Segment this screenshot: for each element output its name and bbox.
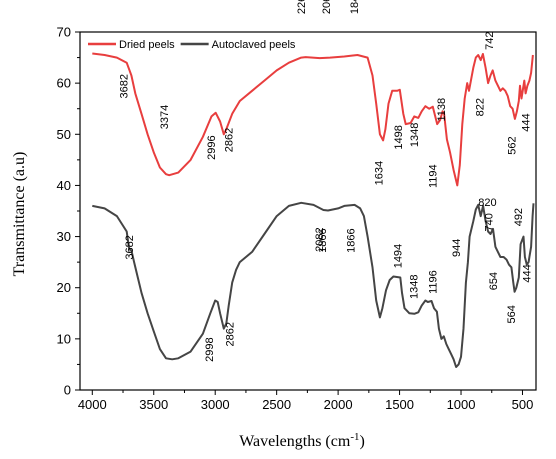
peak-label: 654 bbox=[488, 272, 500, 290]
legend: Dried peels Autoclaved peels bbox=[88, 39, 296, 51]
peak-label: 2264 bbox=[296, 0, 308, 14]
x-axis-title-superscript: -1 bbox=[350, 431, 359, 443]
peak-label: 562 bbox=[507, 136, 519, 154]
y-tick-label: 30 bbox=[57, 229, 71, 244]
peak-label: 2066 bbox=[321, 0, 333, 14]
x-tick-label: 2500 bbox=[262, 397, 291, 412]
peak-label: 492 bbox=[513, 208, 525, 226]
peak-label: 1866 bbox=[317, 228, 329, 252]
peak-label: 1138 bbox=[436, 98, 448, 122]
peak-label: 2082 bbox=[314, 227, 326, 251]
peak-label: 1196 bbox=[427, 270, 439, 294]
x-tick-label: 3500 bbox=[139, 397, 168, 412]
peak-annotations: 3682 3374 2996 2862 2264 2066 1842 1634 1498 1348… bbox=[118, 0, 533, 362]
peak-label: 1348 bbox=[409, 275, 421, 299]
peak-label: 1194 bbox=[428, 164, 440, 188]
x-tick-label: 500 bbox=[512, 397, 534, 412]
series-line-1 bbox=[92, 52, 534, 187]
peak-label: 1842 bbox=[349, 0, 361, 14]
legend-label-1: Dried peels bbox=[119, 39, 175, 51]
series-line-2 bbox=[92, 201, 535, 368]
peak-label: 3682 bbox=[118, 74, 130, 98]
peak-label: 444 bbox=[522, 264, 534, 282]
plot-area bbox=[79, 31, 537, 391]
y-tick-label: 50 bbox=[57, 127, 71, 142]
y-tick-label: 10 bbox=[57, 331, 71, 346]
peak-label: 564 bbox=[506, 305, 518, 323]
peak-label: 3682 bbox=[124, 235, 136, 259]
y-tick-label: 20 bbox=[57, 280, 71, 295]
peak-label: 742 bbox=[484, 32, 496, 50]
peak-label: 2998 bbox=[204, 337, 216, 361]
x-tick-label: 2000 bbox=[324, 397, 353, 412]
peak-label: 820 bbox=[478, 197, 496, 209]
peak-label: 2862 bbox=[224, 322, 236, 346]
peak-label: 2996 bbox=[206, 135, 218, 159]
peak-label: 1494 bbox=[392, 244, 404, 268]
x-tick-label: 1500 bbox=[385, 397, 414, 412]
legend-label-2: Autoclaved peels bbox=[212, 39, 296, 51]
peak-label: 740 bbox=[483, 213, 495, 231]
y-tick-label: 0 bbox=[64, 383, 71, 398]
peak-label: 3374 bbox=[159, 105, 171, 129]
y-tick-label: 70 bbox=[57, 25, 71, 40]
x-axis-title-close: ) bbox=[359, 433, 364, 450]
x-axis-title-main: Wavelengths (cm bbox=[239, 433, 351, 450]
peak-label: 822 bbox=[474, 98, 486, 116]
x-tick-label: 1000 bbox=[447, 397, 476, 412]
y-tick-label: 40 bbox=[57, 178, 71, 193]
axis-ticks: 4000 3500 3000 2500 2000 1500 1000 500 0 10 20 30 40… bbox=[57, 25, 534, 413]
peak-label: 1498 bbox=[393, 125, 405, 149]
peak-label: 1866 bbox=[345, 228, 357, 252]
peak-label: 1634 bbox=[373, 161, 385, 185]
peak-label: 1348 bbox=[409, 123, 421, 147]
peak-label: 444 bbox=[521, 113, 533, 131]
x-tick-label: 3000 bbox=[201, 397, 230, 412]
y-axis-title: Transmittance (a.u) bbox=[11, 152, 28, 277]
x-axis-title: Wavelengths (cm-1) bbox=[239, 431, 365, 450]
peak-label: 2862 bbox=[223, 128, 235, 152]
x-tick-label: 4000 bbox=[78, 397, 107, 412]
y-tick-label: 60 bbox=[57, 76, 71, 91]
peak-label: 944 bbox=[451, 239, 463, 257]
